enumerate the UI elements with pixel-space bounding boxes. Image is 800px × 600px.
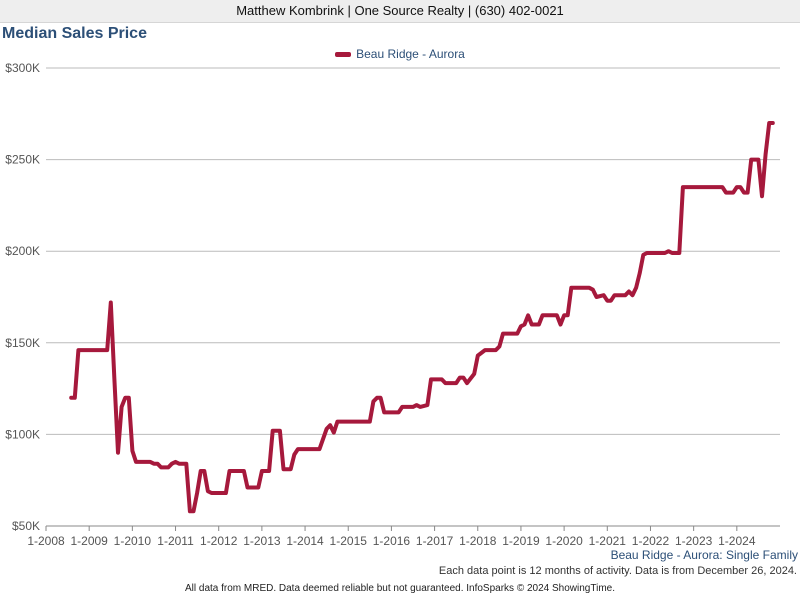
chart-legend[interactable]: Beau Ridge - Aurora bbox=[0, 46, 800, 62]
x-tick-label: 1-2010 bbox=[114, 534, 152, 548]
chart-title: Median Sales Price bbox=[2, 25, 147, 42]
x-tick-label: 1-2014 bbox=[286, 534, 324, 548]
x-tick-label: 1-2024 bbox=[718, 534, 756, 548]
grid-lines bbox=[46, 67, 780, 527]
legend-label: Beau Ridge - Aurora bbox=[356, 47, 465, 61]
y-tick-label: $150K bbox=[5, 336, 40, 350]
agent-header: Matthew Kombrink | One Source Realty | (… bbox=[0, 0, 800, 23]
y-axis-ticks: $50K $100K $150K $200K $250K $300K bbox=[5, 61, 40, 533]
x-tick-label: 1-2017 bbox=[416, 534, 454, 548]
y-tick-label: $100K bbox=[5, 427, 40, 441]
activity-note: Each data point is 12 months of activity… bbox=[438, 565, 797, 577]
x-tick-label: 1-2009 bbox=[70, 534, 108, 548]
y-tick-label: $300K bbox=[5, 61, 40, 75]
x-tick-label: 1-2020 bbox=[545, 534, 583, 548]
y-tick-label: $250K bbox=[5, 153, 40, 167]
disclaimer: All data from MRED. Data deemed reliable… bbox=[184, 583, 615, 594]
x-tick-label: 1-2016 bbox=[373, 534, 411, 548]
x-tick-label: 1-2012 bbox=[200, 534, 238, 548]
x-tick-label: 1-2023 bbox=[675, 534, 713, 548]
x-tick-label: 1-2021 bbox=[589, 534, 627, 548]
x-tick-label: 1-2018 bbox=[459, 534, 497, 548]
x-tick-label: 1-2015 bbox=[330, 534, 368, 548]
x-tick-label: 1-2013 bbox=[243, 534, 281, 548]
series-layer bbox=[69, 121, 775, 514]
property-type-note: Beau Ridge - Aurora: Single Family bbox=[610, 548, 798, 562]
x-tick-label: 1-2008 bbox=[27, 534, 65, 548]
x-axis-ticks: 1-2008 1-2009 1-2010 1-2011 1-2012 1-2013 1-20… bbox=[27, 526, 756, 548]
x-tick-label: 1-2019 bbox=[502, 534, 540, 548]
x-tick-label: 1-2022 bbox=[632, 534, 670, 548]
series-line-beau-ridge-aurora bbox=[69, 121, 775, 514]
x-tick-label: 1-2011 bbox=[157, 534, 194, 548]
legend-swatch bbox=[335, 52, 352, 58]
y-tick-label: $200K bbox=[5, 244, 40, 258]
y-tick-label: $50K bbox=[12, 519, 40, 533]
